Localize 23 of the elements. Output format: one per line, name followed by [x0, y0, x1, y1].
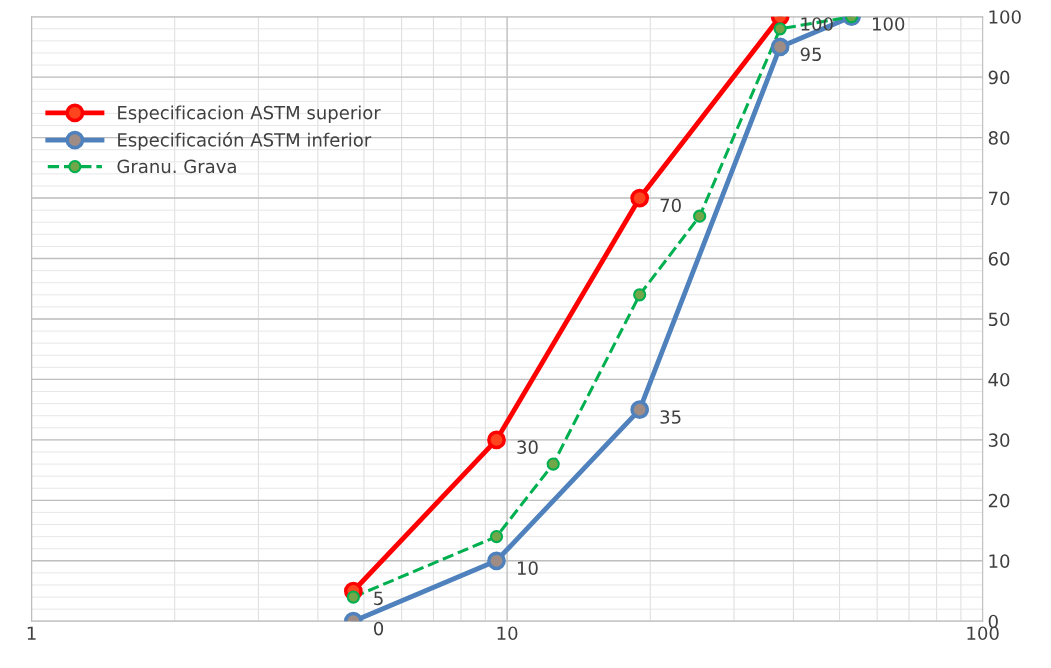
x-tick-label: 10 [497, 626, 518, 641]
data-label: 35 [660, 410, 681, 424]
y-tick-label: 40 [988, 372, 1010, 387]
y-tick-label: 60 [988, 251, 1010, 266]
data-label: 5 [374, 591, 383, 606]
data-label: 30 [517, 440, 538, 455]
legend-label: Especificacion ASTM superior [118, 105, 381, 123]
data-label: 0 [373, 621, 384, 636]
data-label: 100 [872, 17, 905, 31]
y-tick-label: 90 [988, 70, 1010, 85]
y-tick-label: 50 [988, 312, 1010, 327]
data-label: 70 [660, 198, 681, 213]
y-tick-label: 100 [989, 10, 1021, 24]
x-tick-label: 1 [27, 626, 36, 640]
y-tick-label: 10 [989, 554, 1010, 568]
legend-label: Especificación ASTM inferior [118, 132, 372, 151]
y-tick-label: 70 [989, 191, 1010, 206]
data-label: 10 [517, 561, 538, 575]
y-tick-label: 30 [988, 433, 1010, 447]
data-label: 95 [800, 47, 821, 62]
y-tick-label: 20 [988, 493, 1010, 508]
legend-label: Granu. Grava [117, 159, 236, 174]
y-tick-label: 80 [988, 131, 1010, 145]
